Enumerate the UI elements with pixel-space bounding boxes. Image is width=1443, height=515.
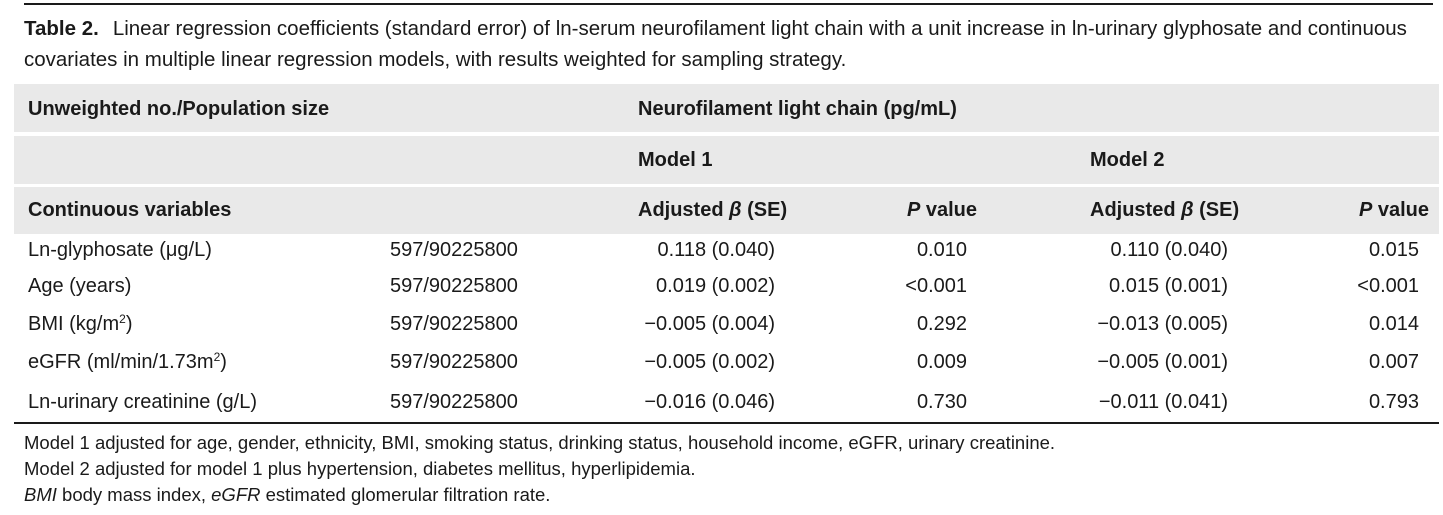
row-m1-beta: 0.118 (0.040) [657,239,776,261]
row-m1-beta: −0.005 (0.004) [644,313,775,335]
header-m2-p-value: P value [1359,198,1429,222]
table-label: Table 2. [24,17,99,40]
abbr-egfr: eGFR [211,484,261,505]
footnote-abbreviations: BMI body mass index, eGFR estimated glom… [24,482,1324,508]
adjusted-prefix: Adjusted [1090,199,1182,221]
abbr-egfr-text: estimated glomerular filtration rate. [260,484,551,505]
header-nfl: Neurofilament light chain (pg/mL) [638,98,957,120]
row-m2-p: 0.007 [1368,351,1419,373]
header-band-1 [14,84,1439,132]
footnote-model1: Model 1 adjusted for age, gender, ethnic… [24,432,1056,453]
value-suffix: value [1372,199,1429,221]
row-n: 597/90225800 [390,275,518,297]
row-variable: Ln-glyphosate (μg/L) [28,239,212,261]
row-variable: Age (years) [28,275,132,297]
row-m1-beta: 0.019 (0.002) [656,275,775,297]
table-caption: Table 2. Linear regression coefficients (… [24,13,1429,75]
row-n: 597/90225800 [390,313,518,335]
regression-table: Unweighted no./Population size Neurofila… [14,84,1439,422]
row-m1-p: 0.009 [916,351,967,373]
se-suffix: (SE) [1193,199,1240,221]
header-m1-adjusted-beta: Adjusted β (SE) [638,198,787,222]
row-m1-p: 0.010 [916,239,967,261]
p-symbol: P [906,199,921,221]
header-band-3 [14,187,1439,234]
header-continuous: Continuous variables [28,199,232,221]
p-symbol: P [1358,199,1373,221]
header-band-2 [14,136,1439,184]
abbr-bmi-text: body mass index, [56,484,212,505]
header-model2: Model 2 [1090,149,1165,171]
header-model1: Model 1 [638,149,713,171]
row-m2-beta: 0.015 (0.001) [1109,275,1228,297]
header-unweighted: Unweighted no./Population size [28,98,330,120]
row-variable: BMI (kg/m2) [28,312,133,335]
row-m2-p: 0.015 [1368,239,1419,261]
row-m2-beta: −0.005 (0.001) [1097,351,1228,373]
top-rule [24,3,1433,5]
beta-symbol: β [1181,199,1194,221]
row-m2-p: 0.014 [1368,313,1419,335]
row-variable: Ln-urinary creatinine (g/L) [28,391,257,413]
row-m2-p: 0.793 [1368,391,1419,413]
header-m1-p-value: P value [907,198,977,222]
abbr-bmi: BMI [24,484,57,505]
row-m2-beta: −0.013 (0.005) [1097,313,1228,335]
row-m1-beta: −0.016 (0.046) [644,391,775,413]
beta-symbol: β [729,199,742,221]
row-m2-p: <0.001 [1357,275,1419,297]
row-n: 597/90225800 [390,391,518,413]
header-m2-adjusted-beta: Adjusted β (SE) [1090,198,1239,222]
footnote-model2: Model 2 adjusted for model 1 plus hypert… [24,458,696,479]
row-n: 597/90225800 [390,239,518,261]
se-suffix: (SE) [741,199,788,221]
row-m1-beta: −0.005 (0.002) [644,351,775,373]
table-footnotes: Model 1 adjusted for age, gender, ethnic… [24,430,1324,508]
row-variable: eGFR (ml/min/1.73m2) [28,350,227,373]
adjusted-prefix: Adjusted [638,199,730,221]
row-n: 597/90225800 [390,351,518,373]
row-m2-beta: −0.011 (0.041) [1098,391,1228,413]
bottom-rule [14,422,1439,424]
caption-text: Linear regression coefficients (standard… [24,17,1407,71]
row-m1-p: 0.292 [916,313,967,335]
value-suffix: value [920,199,977,221]
row-m1-p: 0.730 [916,391,967,413]
row-m2-beta: 0.110 (0.040) [1110,239,1229,261]
row-m1-p: <0.001 [905,275,967,297]
